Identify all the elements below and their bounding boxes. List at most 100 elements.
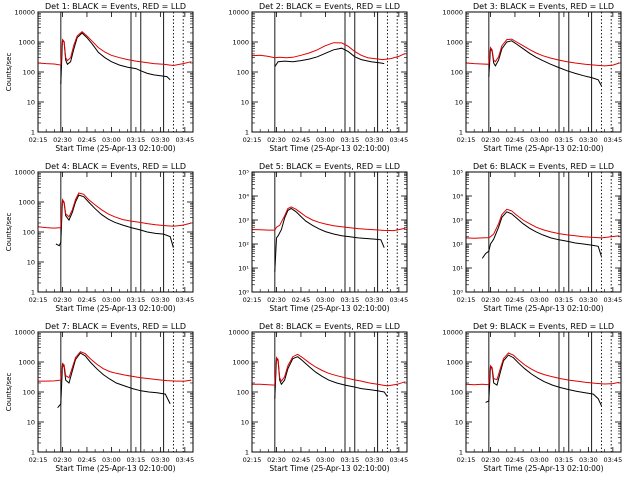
x-tick-label: 03:00 xyxy=(102,296,121,304)
series-lld-line xyxy=(252,353,406,387)
y-tick-label: 100 xyxy=(451,389,463,397)
series-events-line xyxy=(274,207,385,272)
y-tick-label: 1000 xyxy=(18,359,35,367)
x-tick-label: 03:45 xyxy=(175,136,194,144)
panel-title: Det 4: BLACK = Events, RED = LLD xyxy=(45,162,186,171)
x-tick-label: 03:00 xyxy=(316,136,335,144)
y-tick-label: 10000 xyxy=(442,9,463,17)
panel-det-2: 1 10 100 1000 10000 02:15 02:30 02:45 03:00 03:15… xyxy=(228,2,408,153)
x-tick-label: 02:30 xyxy=(481,296,500,304)
x-axis-title: Start Time (25-Apr-13 02:10:00) xyxy=(269,464,389,473)
x-axis-title: Start Time (25-Apr-13 02:10:00) xyxy=(269,144,389,153)
x-tick-label: 02:45 xyxy=(78,136,97,144)
x-tick-label: 02:45 xyxy=(506,296,525,304)
x-tick-label: 02:45 xyxy=(506,136,525,144)
x-tick-label: 02:15 xyxy=(457,136,476,144)
x-tick-label: 02:15 xyxy=(243,296,262,304)
panel-title: Det 5: BLACK = Events, RED = LLD xyxy=(259,162,400,171)
y-tick-label: 100 xyxy=(23,229,35,237)
x-tick-label: 02:45 xyxy=(78,296,97,304)
series-events-line xyxy=(274,356,388,399)
x-tick-label: 02:15 xyxy=(243,456,262,464)
plot-frame xyxy=(37,331,194,453)
x-tick-label: 03:45 xyxy=(175,456,194,464)
x-tick-label: 03:30 xyxy=(579,296,598,304)
y-tick-label: 10000 xyxy=(14,169,35,177)
x-tick-label: 02:30 xyxy=(267,456,286,464)
panel-det-9: 1 10 100 1000 10000 02:15 02:30 02:45 03:00 03:15… xyxy=(442,322,622,473)
x-tick-label: 03:15 xyxy=(127,456,146,464)
panel-det-1: 1 10 100 1000 10000 02:15 02:30 02:45 03:00 03:15… xyxy=(5,2,194,153)
y-tick-label: 1 xyxy=(31,289,35,297)
series-events-line xyxy=(488,40,602,86)
y-tick-label: 100 xyxy=(451,69,463,77)
panel-det-6: 10⁰ 10¹ 10² 10³ 10⁴ 10⁵ 02:15 02:30 02:45 03:00 03… xyxy=(452,162,622,313)
x-tick-label: 03:30 xyxy=(151,296,170,304)
series-events-line xyxy=(274,47,385,67)
y-tick-label: 10 xyxy=(241,99,249,107)
y-tick-label: 10³ xyxy=(452,217,463,225)
y-tick-label: 100 xyxy=(237,389,249,397)
x-tick-label: 03:00 xyxy=(316,456,335,464)
panel-det-7: 1 10 100 1000 10000 02:15 02:30 02:45 03:00 03:15… xyxy=(5,322,194,473)
y-tick-label: 100 xyxy=(23,389,35,397)
y-tick-label: 10⁰ xyxy=(238,289,249,297)
panel-det-5: 10⁰ 10¹ 10² 10³ 10⁴ 10⁵ 02:15 02:30 02:45 03:00 03… xyxy=(238,162,408,313)
plot-frame xyxy=(251,171,408,293)
x-tick-label: 03:30 xyxy=(151,136,170,144)
x-tick-label: 03:15 xyxy=(341,296,360,304)
x-tick-label: 02:15 xyxy=(457,296,476,304)
panel-title: Det 1: BLACK = Events, RED = LLD xyxy=(45,2,186,11)
y-tick-label: 10000 xyxy=(228,9,249,17)
x-tick-label: 02:30 xyxy=(53,456,72,464)
x-axis-title: Start Time (25-Apr-13 02:10:00) xyxy=(483,144,603,153)
x-tick-label: 03:15 xyxy=(127,296,146,304)
x-tick-label: 03:00 xyxy=(530,456,549,464)
plot-frame xyxy=(37,171,194,293)
panel-title: Det 7: BLACK = Events, RED = LLD xyxy=(45,322,186,331)
series-lld-line xyxy=(466,38,620,67)
x-tick-label: 03:30 xyxy=(365,296,384,304)
y-tick-label: 10⁴ xyxy=(238,193,249,201)
x-tick-label: 03:15 xyxy=(555,136,574,144)
x-tick-label: 03:15 xyxy=(341,136,360,144)
y-tick-label: 1 xyxy=(459,449,463,457)
y-tick-label: 10000 xyxy=(14,9,35,17)
y-tick-label: 10 xyxy=(241,419,249,427)
x-axis-title: Start Time (25-Apr-13 02:10:00) xyxy=(55,304,175,313)
x-tick-label: 02:45 xyxy=(78,456,97,464)
y-tick-label: 1000 xyxy=(18,199,35,207)
x-axis-title: Start Time (25-Apr-13 02:10:00) xyxy=(269,304,389,313)
x-tick-label: 03:45 xyxy=(603,296,622,304)
y-tick-label: 10 xyxy=(455,419,463,427)
plot-frame xyxy=(251,11,408,133)
y-tick-label: 10000 xyxy=(14,329,35,337)
x-tick-label: 02:15 xyxy=(457,456,476,464)
x-tick-label: 03:45 xyxy=(389,296,408,304)
x-axis-title: Start Time (25-Apr-13 02:10:00) xyxy=(55,144,175,153)
x-tick-label: 03:00 xyxy=(316,296,335,304)
y-tick-label: 10⁴ xyxy=(452,193,463,201)
y-tick-label: 10² xyxy=(238,241,249,249)
x-tick-label: 02:45 xyxy=(292,456,311,464)
x-tick-label: 02:45 xyxy=(292,136,311,144)
x-tick-label: 03:45 xyxy=(603,136,622,144)
y-tick-label: 10 xyxy=(455,99,463,107)
x-tick-label: 02:15 xyxy=(29,296,48,304)
series-events-line xyxy=(60,32,171,84)
x-tick-label: 03:00 xyxy=(102,136,121,144)
x-tick-label: 03:30 xyxy=(365,136,384,144)
y-tick-label: 10¹ xyxy=(452,265,463,273)
y-tick-label: 1 xyxy=(31,129,35,137)
y-tick-label: 10 xyxy=(27,259,35,267)
y-tick-label: 1 xyxy=(459,129,463,137)
x-tick-label: 03:30 xyxy=(151,456,170,464)
y-tick-label: 1000 xyxy=(232,39,249,47)
y-axis-title: Counts/sec xyxy=(5,373,13,412)
x-tick-label: 02:15 xyxy=(243,136,262,144)
x-tick-label: 02:30 xyxy=(267,296,286,304)
x-axis-title: Start Time (25-Apr-13 02:10:00) xyxy=(483,464,603,473)
y-tick-label: 100 xyxy=(237,69,249,77)
plot-frame xyxy=(465,171,622,293)
